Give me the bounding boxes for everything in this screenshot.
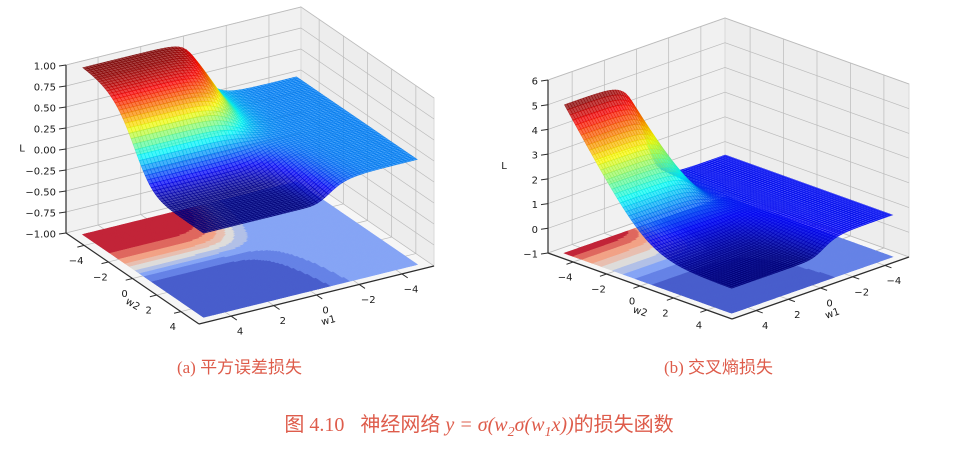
subcaption-b: (b) 交叉熵损失 (479, 357, 958, 379)
subcaption-b-tag: (b) (663, 358, 684, 377)
figure-caption: 图 4.10 神经网络 y = σ(w2σ(w1x))的损失函数 (0, 412, 958, 440)
figure-caption-post: 的损失函数 (573, 414, 674, 436)
subcaption-a-tag: (a) (176, 358, 196, 377)
subcaption-row: (a) 平方误差损失 (b) 交叉熵损失 (0, 357, 958, 379)
loss-surface-plot-b (479, 0, 958, 352)
figure-caption-pre: 神经网络 (360, 414, 441, 436)
figure-caption-label: 图 4.10 (284, 414, 345, 436)
subcaption-a: (a) 平方误差损失 (0, 357, 479, 379)
subcaption-b-text: 交叉熵损失 (688, 358, 774, 377)
figure-caption-math: y = σ(w2σ(w1x)) (445, 414, 574, 440)
loss-surface-plot-a (0, 0, 479, 352)
subcaption-a-text: 平方误差损失 (200, 358, 303, 377)
